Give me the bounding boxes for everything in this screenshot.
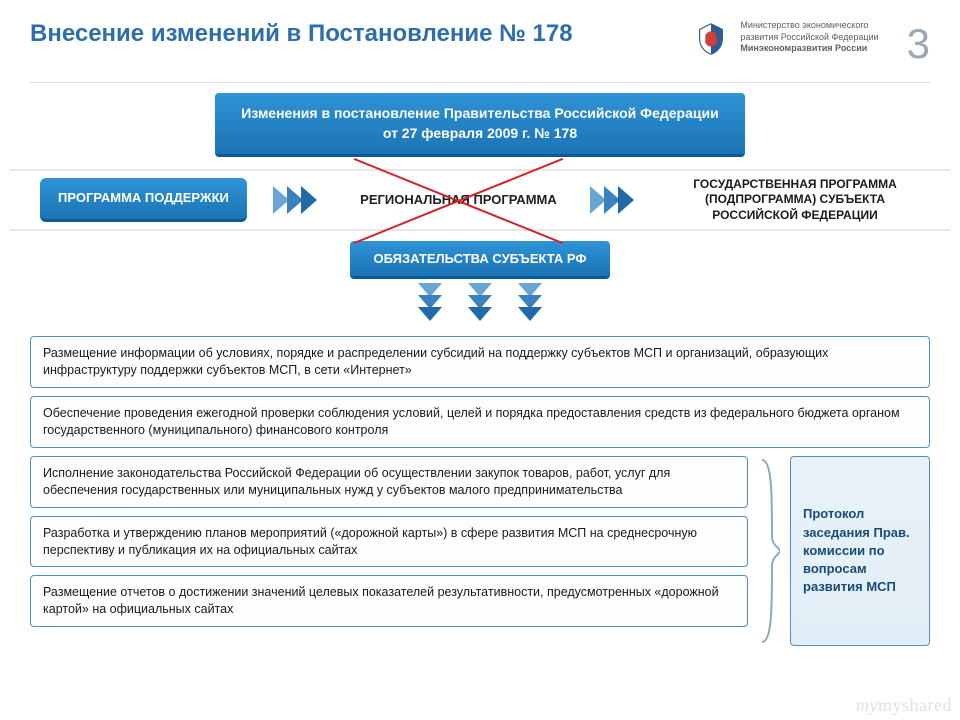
ministry-block: Министерство экономического развития Рос… — [692, 20, 878, 58]
banner-line2: от 27 февраля 2009 г. № 178 — [383, 125, 577, 141]
obligations-pill: ОБЯЗАТЕЛЬСТВА СУБЪЕКТА РФ — [350, 241, 611, 279]
arrow-right-group-2 — [590, 182, 644, 218]
changes-banner: Изменения в постановление Правительства … — [215, 93, 745, 157]
arrow-right-group-1 — [273, 182, 327, 218]
box-narrow-3: Размещение отчетов о достижении значений… — [30, 575, 748, 627]
program-flow-row: ПРОГРАММА ПОДДЕРЖКИ РЕГИОНАЛЬНАЯ ПРОГРАМ… — [10, 169, 950, 232]
protocol-side-box: Протокол заседания Прав. комиссии по воп… — [790, 456, 930, 646]
arrow-down-icon — [515, 283, 545, 327]
curly-brace-icon — [758, 456, 780, 646]
page-number: 3 — [907, 20, 930, 68]
header: Внесение изменений в Постановление № 178… — [0, 0, 960, 78]
page-title: Внесение изменений в Постановление № 178 — [30, 20, 672, 48]
lower-grid: Исполнение законодательства Российской Ф… — [30, 456, 930, 646]
ministry-line2: развития Российской Федерации — [740, 32, 878, 42]
boxes-area: Размещение информации об условиях, поряд… — [0, 332, 960, 646]
arrow-right-icon — [590, 182, 644, 218]
ministry-line1: Министерство экономического — [740, 20, 868, 30]
state-program-text: ГОСУДАРСТВЕННАЯ ПРОГРАММА (ПОДПРОГРАММА)… — [670, 177, 920, 224]
ministry-logo-icon — [692, 20, 730, 58]
box-narrow-1: Исполнение законодательства Российской Ф… — [30, 456, 748, 508]
arrow-down-icon — [415, 283, 445, 327]
brace-column — [758, 456, 780, 646]
box-wide-1: Размещение информации об условиях, поряд… — [30, 336, 930, 388]
banner-line1: Изменения в постановление Правительства … — [241, 105, 718, 121]
watermark: mymyshared — [856, 695, 952, 716]
header-divider — [30, 82, 930, 83]
ministry-line3: Минэкономразвития России — [740, 43, 867, 53]
obligations-row: ОБЯЗАТЕЛЬСТВА СУБЪЕКТА РФ — [0, 241, 960, 279]
watermark-text: myshared — [878, 695, 952, 715]
left-column: Исполнение законодательства Российской Ф… — [30, 456, 748, 646]
arrow-right-icon — [273, 182, 327, 218]
box-wide-2: Обеспечение проведения ежегодной проверк… — [30, 396, 930, 448]
regional-program-crossed: РЕГИОНАЛЬНАЯ ПРОГРАММА — [352, 182, 565, 217]
ministry-text: Министерство экономического развития Рос… — [740, 20, 878, 55]
arrow-down-icon — [465, 283, 495, 327]
box-narrow-2: Разработка и утверждению планов мероприя… — [30, 516, 748, 568]
down-arrows-row — [0, 283, 960, 332]
program-support-pill: ПРОГРАММА ПОДДЕРЖКИ — [40, 178, 247, 222]
